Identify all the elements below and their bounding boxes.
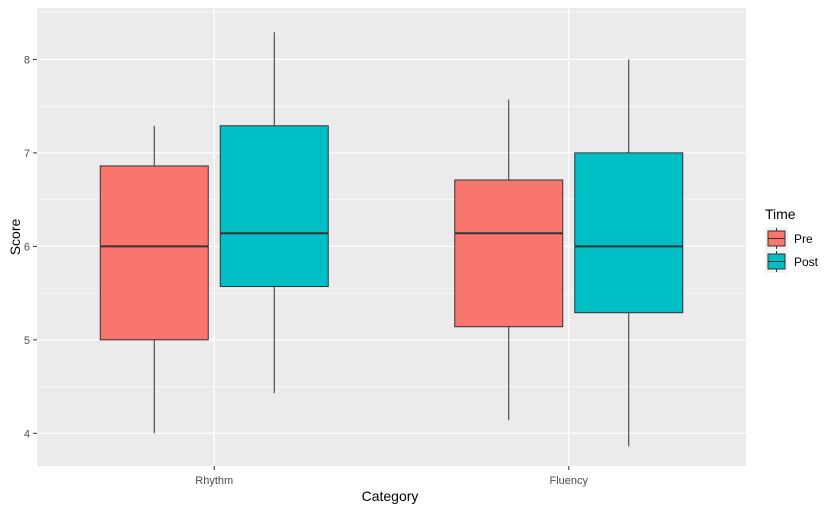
legend-label: Post — [794, 255, 819, 269]
box-pre-rhythm — [99, 125, 209, 434]
legend-item-pre: Pre — [765, 227, 813, 250]
box-body — [454, 179, 564, 328]
box-body — [99, 165, 209, 341]
legend: Time Pre Post — [765, 206, 819, 273]
x-axis-ticks: Rhythm Fluency — [195, 466, 589, 487]
y-axis-ticks: 4 5 6 7 8 — [24, 54, 37, 440]
box-body — [219, 125, 329, 288]
box-post-fluency — [574, 59, 684, 447]
legend-items: Pre Post — [765, 227, 819, 273]
y-tick-label: 8 — [24, 54, 30, 66]
legend-title: Time — [765, 206, 796, 222]
y-tick-label: 5 — [24, 335, 30, 347]
x-tick-label: Rhythm — [195, 475, 233, 487]
box-body — [574, 152, 684, 314]
box-series — [99, 32, 684, 447]
y-axis-title: Score — [7, 219, 23, 256]
y-tick-label: 7 — [24, 148, 30, 160]
legend-item-post: Post — [765, 250, 819, 273]
box-post-rhythm — [219, 32, 329, 394]
y-tick-label: 4 — [24, 428, 30, 440]
x-tick-label: Fluency — [549, 475, 588, 487]
y-tick-label: 6 — [24, 241, 30, 253]
legend-label: Pre — [794, 232, 813, 246]
x-axis-title: Category — [362, 488, 419, 504]
box-pre-fluency — [454, 99, 564, 421]
